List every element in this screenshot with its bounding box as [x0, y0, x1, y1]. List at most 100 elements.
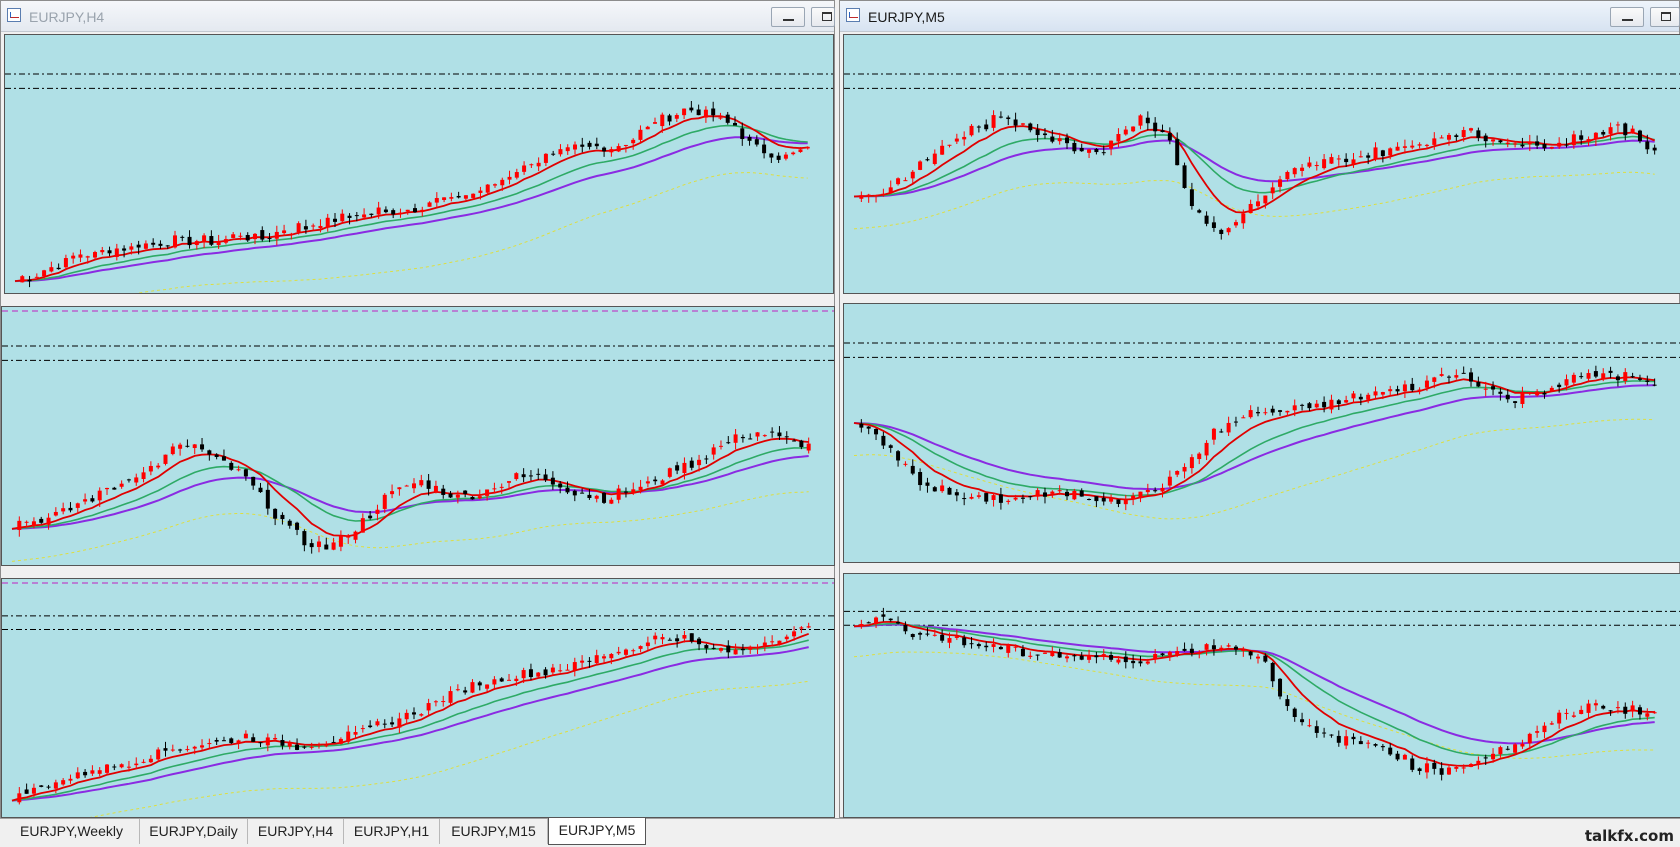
candle: [1483, 133, 1488, 148]
candle: [1476, 756, 1481, 770]
candle: [426, 474, 431, 496]
candle: [1527, 392, 1532, 396]
candle: [1645, 708, 1650, 721]
candle: [1388, 385, 1393, 396]
window-titlebar-right[interactable]: EURJPY,M5: [840, 1, 1680, 32]
chart-pane[interactable]: [843, 34, 1680, 294]
chart-pane[interactable]: [4, 34, 834, 294]
candle: [83, 769, 88, 778]
candle: [433, 700, 438, 707]
candle: [229, 461, 234, 471]
candle: [156, 747, 161, 762]
candle: [645, 125, 650, 130]
candle: [1219, 645, 1224, 652]
candle: [158, 240, 163, 249]
candle: [1491, 748, 1496, 763]
chart-window-left[interactable]: EURJPY,H4: [0, 0, 835, 818]
tab-eurjpy-m5[interactable]: EURJPY,M5: [548, 818, 646, 845]
candle: [346, 725, 351, 744]
candle: [1608, 122, 1613, 141]
candle: [984, 119, 989, 132]
candle: [507, 170, 512, 185]
candle: [214, 737, 219, 745]
candle: [1123, 125, 1128, 136]
candle: [718, 112, 723, 120]
tab-eurjpy-daily[interactable]: EURJPY,Daily: [140, 819, 248, 844]
candle: [1109, 494, 1114, 504]
tab-eurjpy-h4[interactable]: EURJPY,H4: [248, 819, 344, 844]
candle: [1167, 470, 1172, 488]
ma-slow-line: [14, 136, 808, 283]
window-title-right: EURJPY,M5: [868, 9, 945, 25]
candle: [932, 629, 937, 637]
candle: [1454, 764, 1459, 772]
candle: [441, 484, 446, 499]
tab-eurjpy-h1[interactable]: EURJPY,H1: [344, 819, 440, 844]
candle: [1439, 135, 1444, 139]
candle: [653, 632, 658, 645]
candle: [1263, 195, 1268, 209]
candle: [126, 478, 131, 483]
candle: [866, 193, 871, 203]
candle: [645, 636, 650, 651]
candle: [998, 487, 1003, 510]
candle: [265, 733, 270, 752]
candle: [470, 679, 475, 694]
candle: [302, 529, 307, 552]
candle: [777, 426, 782, 441]
candle: [769, 153, 774, 164]
candle: [1564, 138, 1569, 148]
minimize-button[interactable]: [1610, 7, 1644, 27]
candle: [53, 779, 58, 794]
candle: [324, 537, 329, 550]
candle: [1256, 653, 1260, 664]
candle: [1292, 707, 1297, 722]
candle: [689, 633, 694, 644]
chart-window-right[interactable]: EURJPY,M5: [839, 0, 1680, 818]
candle: [1615, 374, 1620, 387]
candle: [711, 101, 716, 122]
candle: [969, 637, 974, 649]
candle: [1204, 440, 1209, 461]
chart-pane[interactable]: [1, 306, 835, 566]
candle: [638, 479, 643, 494]
ma-fast-line: [853, 620, 1655, 767]
candle: [456, 191, 461, 199]
candle: [976, 491, 981, 499]
chart-tab-bar: EURJPY,Weekly EURJPY,Daily EURJPY,H4 EUR…: [0, 818, 1680, 847]
candle: [521, 667, 526, 684]
candle: [587, 489, 592, 500]
candle: [1329, 153, 1334, 164]
chart-pane[interactable]: [843, 303, 1680, 563]
candle: [558, 663, 563, 673]
candle: [704, 455, 709, 464]
candle: [543, 153, 548, 167]
candle: [1197, 650, 1202, 659]
candle: [1300, 403, 1305, 411]
candle: [63, 254, 68, 271]
tab-eurjpy-m15[interactable]: EURJPY,M15: [440, 819, 548, 844]
ma-mid-line: [853, 622, 1655, 757]
candle: [1505, 389, 1510, 403]
candle: [368, 510, 373, 520]
candle: [346, 534, 351, 544]
candle: [1278, 678, 1283, 700]
candle: [514, 675, 519, 686]
candle: [404, 709, 409, 725]
candle: [1153, 648, 1158, 664]
chart-pane[interactable]: [843, 573, 1680, 818]
maximize-button[interactable]: [1650, 7, 1680, 27]
tab-eurjpy-weekly[interactable]: EURJPY,Weekly: [4, 819, 140, 844]
candle: [1520, 137, 1525, 149]
candle: [1050, 490, 1055, 498]
minimize-button[interactable]: [771, 7, 805, 27]
candle: [1380, 391, 1385, 400]
candle: [903, 621, 908, 635]
candle: [776, 152, 781, 163]
candle: [784, 431, 789, 444]
maximize-button[interactable]: [811, 7, 835, 27]
candle: [273, 508, 278, 526]
window-titlebar-left[interactable]: EURJPY,H4: [1, 1, 835, 32]
candle: [954, 629, 959, 641]
chart-pane[interactable]: [1, 578, 835, 818]
